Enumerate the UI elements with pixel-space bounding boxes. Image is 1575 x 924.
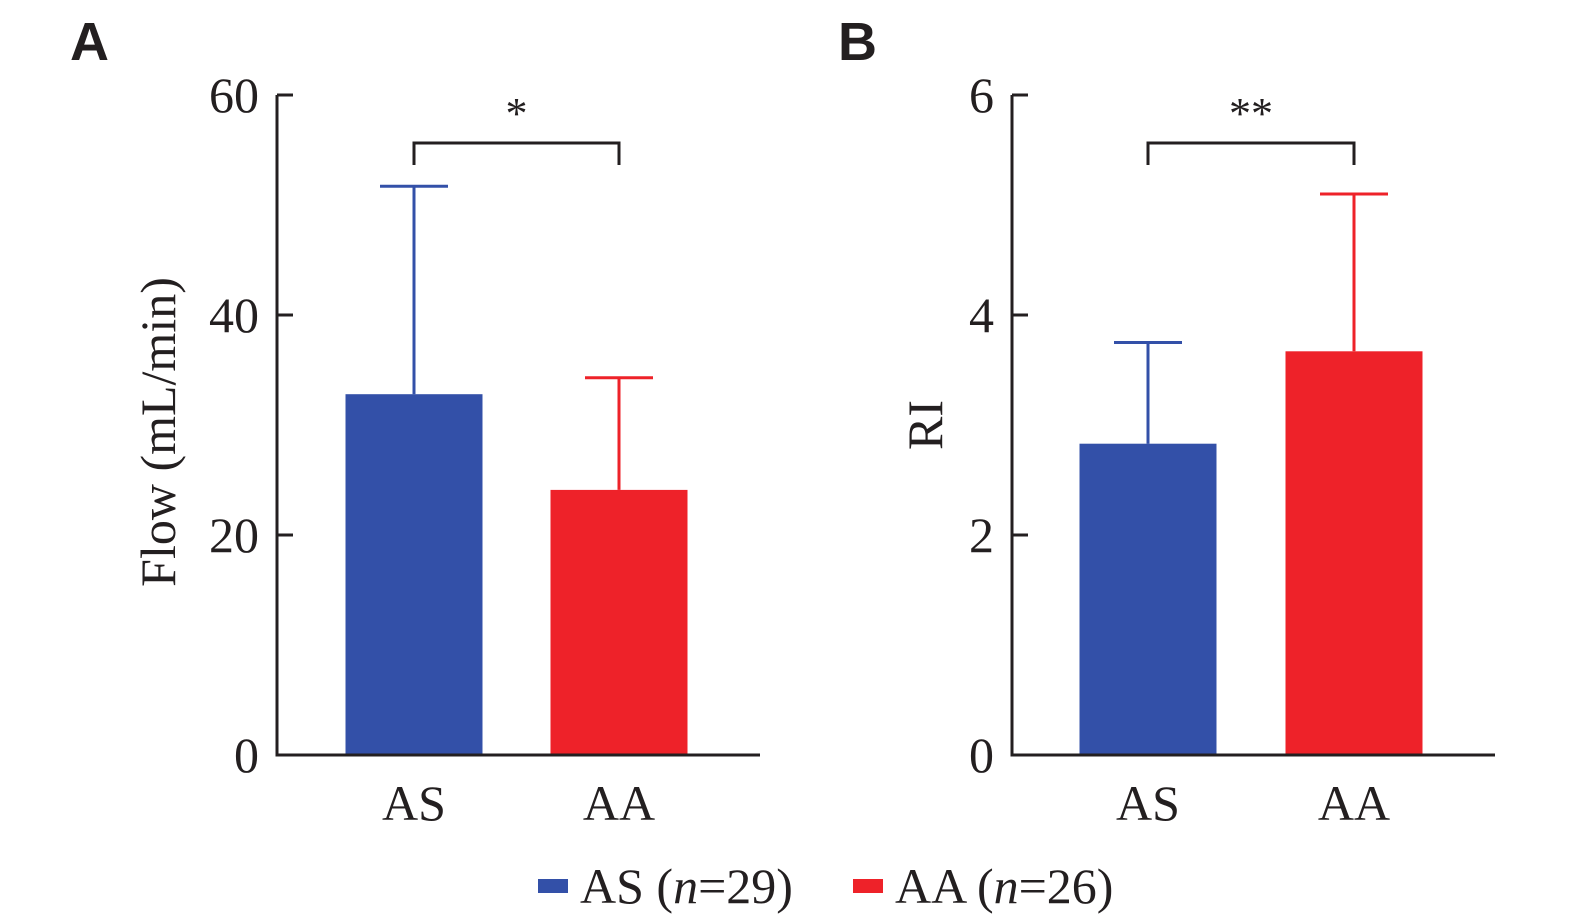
significance-label: ** bbox=[1229, 89, 1273, 138]
y-tick-label: 40 bbox=[209, 287, 259, 343]
bar-as bbox=[345, 394, 483, 755]
panel-a: A AS AA 0 20 40 60 Flow (mL/min) * bbox=[70, 12, 760, 831]
legend-swatch bbox=[538, 879, 568, 893]
panel-b: B AS AA 0 2 4 6 RI ** bbox=[838, 12, 1495, 831]
y-tick-label: 20 bbox=[209, 507, 259, 563]
legend-n: n bbox=[673, 858, 698, 914]
significance-label: * bbox=[506, 89, 528, 138]
y-tick-label: 60 bbox=[209, 67, 259, 123]
legend-label: AA (n=26) bbox=[895, 858, 1113, 914]
legend-n-value: =29) bbox=[698, 858, 793, 914]
legend-n-value: =26) bbox=[1019, 858, 1114, 914]
y-tick-label: 0 bbox=[969, 727, 994, 783]
y-axis-label: RI bbox=[897, 400, 953, 450]
x-tick-label: AS bbox=[382, 775, 446, 831]
panel-letter: A bbox=[70, 12, 109, 72]
bar-as bbox=[1079, 443, 1217, 755]
y-axis-label: Flow (mL/min) bbox=[130, 277, 186, 587]
legend-label: AS (n=29) bbox=[580, 858, 793, 914]
legend: AS (n=29) AA (n=26) bbox=[538, 858, 1113, 914]
panel-letter: B bbox=[838, 12, 877, 72]
legend-swatch bbox=[853, 879, 883, 893]
significance-bracket bbox=[412, 141, 621, 165]
legend-item-aa: AA (n=26) bbox=[853, 858, 1113, 914]
x-tick-label: AS bbox=[1116, 775, 1180, 831]
y-tick-label: 6 bbox=[969, 67, 994, 123]
y-tick-label: 2 bbox=[969, 507, 994, 563]
legend-group: AS ( bbox=[580, 858, 673, 914]
significance-bracket bbox=[1146, 141, 1356, 165]
bar-aa bbox=[550, 489, 688, 755]
bar-aa bbox=[1285, 351, 1423, 755]
legend-n: n bbox=[994, 858, 1019, 914]
legend-group: AA ( bbox=[895, 858, 994, 914]
x-tick-label: AA bbox=[583, 775, 655, 831]
legend-item-as: AS (n=29) bbox=[538, 858, 793, 914]
y-tick-label: 4 bbox=[969, 287, 994, 343]
y-tick-label: 0 bbox=[234, 727, 259, 783]
x-tick-label: AA bbox=[1318, 775, 1390, 831]
